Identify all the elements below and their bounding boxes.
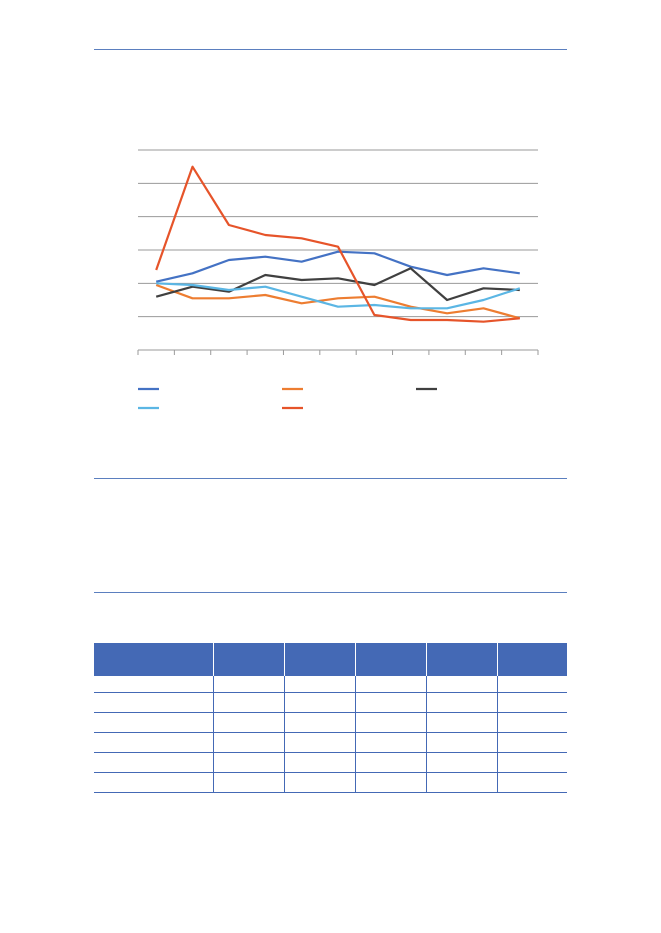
table-cell xyxy=(94,772,214,793)
table-cell xyxy=(497,772,567,793)
table-cell xyxy=(213,732,285,753)
top-rule xyxy=(94,49,567,50)
section-rule-2 xyxy=(94,592,567,593)
table-cell xyxy=(355,676,427,693)
table-cell xyxy=(426,712,498,733)
table-cell xyxy=(355,692,427,713)
table-cell xyxy=(284,772,356,793)
x-axis xyxy=(137,349,539,355)
table-row xyxy=(94,772,567,793)
series-line-2 xyxy=(155,283,521,320)
table-cell xyxy=(426,732,498,753)
table-cell xyxy=(213,676,285,693)
table-header-cell xyxy=(94,643,214,676)
gridlines xyxy=(138,149,538,318)
table-cell xyxy=(426,752,498,773)
table-cell xyxy=(497,692,567,713)
table-cell xyxy=(355,752,427,773)
table-header-cell xyxy=(355,643,427,676)
table-cell xyxy=(284,692,356,713)
data-table xyxy=(94,643,567,793)
table-cell xyxy=(355,772,427,793)
table-cell xyxy=(94,712,214,733)
series-line-4 xyxy=(156,282,521,310)
table-cell xyxy=(426,676,498,693)
table-row xyxy=(94,732,567,753)
table-row xyxy=(94,676,567,693)
table-cell xyxy=(213,692,285,713)
table-cell xyxy=(497,732,567,753)
section-rule-1 xyxy=(94,478,567,479)
table-cell xyxy=(497,752,567,773)
table-header-cell xyxy=(213,643,285,676)
chart-canvas xyxy=(137,149,539,410)
table-cell xyxy=(213,772,285,793)
table-cell xyxy=(284,732,356,753)
table-header-cell xyxy=(284,643,356,676)
table-row xyxy=(94,712,567,733)
table-cell xyxy=(94,732,214,753)
table-cell xyxy=(94,692,214,713)
table-header-cell xyxy=(497,643,567,676)
table-cell xyxy=(284,676,356,693)
table-cell xyxy=(497,676,567,693)
series-line-5 xyxy=(155,165,520,323)
table-cell xyxy=(213,752,285,773)
series-lines xyxy=(155,165,521,323)
table-row xyxy=(94,752,567,773)
series-line-1 xyxy=(155,250,520,283)
table-cell xyxy=(426,692,498,713)
table-cell xyxy=(426,772,498,793)
table-cell xyxy=(355,732,427,753)
series-line-3 xyxy=(155,267,520,302)
table-cell xyxy=(497,712,567,733)
table-header-row xyxy=(94,643,567,676)
table-row xyxy=(94,692,567,713)
table-cell xyxy=(94,676,214,693)
legend xyxy=(138,387,437,410)
table-header-cell xyxy=(426,643,498,676)
line-chart xyxy=(137,149,539,410)
table-cell xyxy=(284,712,356,733)
table-cell xyxy=(355,712,427,733)
table-cell xyxy=(284,752,356,773)
table-cell xyxy=(94,752,214,773)
table-cell xyxy=(213,712,285,733)
